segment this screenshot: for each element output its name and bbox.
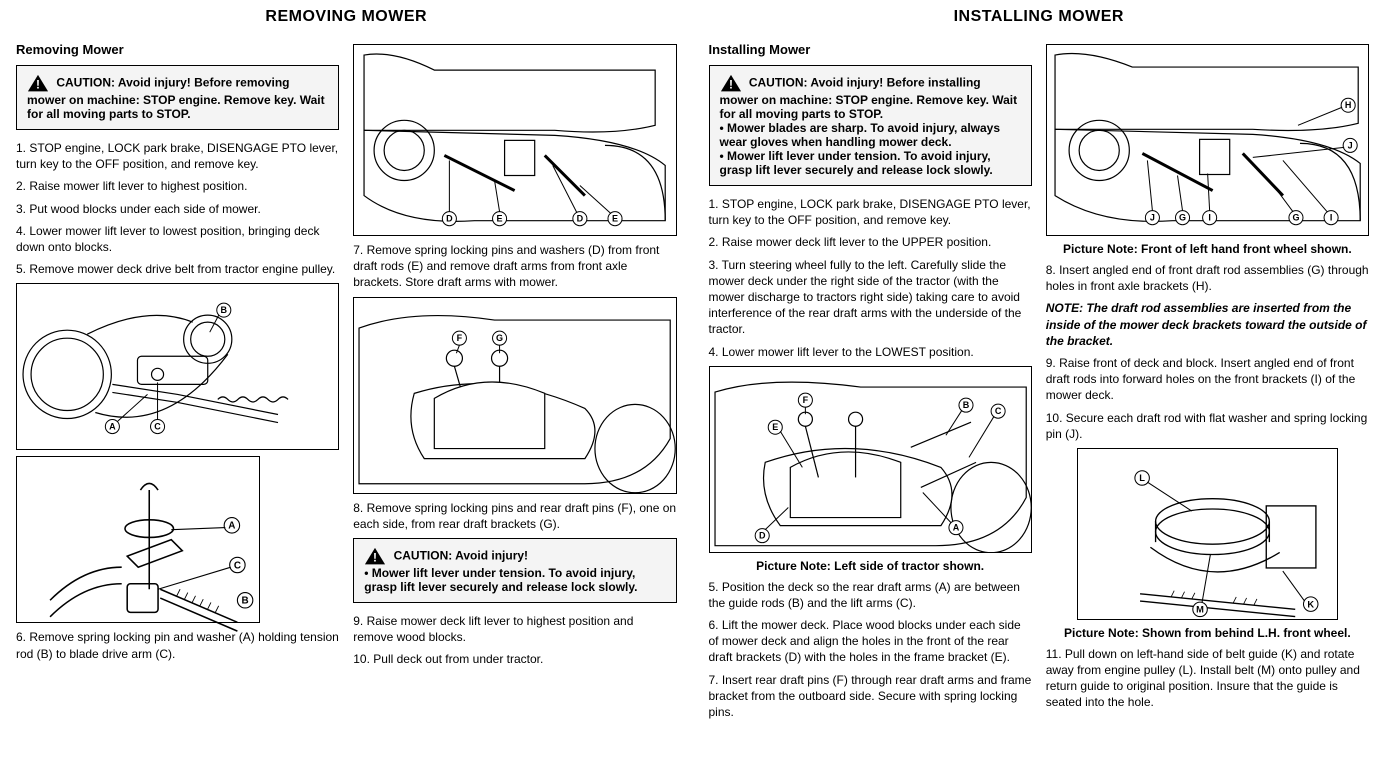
caution-text: ! CAUTION: Avoid injury! <box>364 547 665 566</box>
page-title-installing: INSTALLING MOWER <box>709 8 1370 26</box>
caution-bullet: Mower blades are sharp. To avoid injury,… <box>720 121 1021 149</box>
page-removing: REMOVING MOWER Removing Mower ! CAUTION:… <box>0 0 693 742</box>
caution-box-2: ! CAUTION: Avoid injury! Mower lift leve… <box>353 538 676 603</box>
svg-text:B: B <box>242 596 249 607</box>
step: 11. Pull down on left-hand side of belt … <box>1046 646 1369 711</box>
svg-text:D: D <box>577 214 584 224</box>
note: NOTE: The draft rod assemblies are inser… <box>1046 300 1369 349</box>
caution-lead: CAUTION: Avoid injury! <box>749 76 883 90</box>
figure-front-draft: D D E E <box>353 44 676 236</box>
caution-text: ! CAUTION: Avoid injury! Before removing… <box>27 74 328 121</box>
svg-text:J: J <box>1347 140 1352 150</box>
step: 2. Raise mower lift lever to highest pos… <box>16 178 339 194</box>
warning-triangle-icon: ! <box>364 547 386 566</box>
svg-text:A: A <box>952 522 959 532</box>
page-installing: INSTALLING MOWER Installing Mower ! CAUT… <box>693 0 1385 742</box>
step: 5. Position the deck so the rear draft a… <box>709 579 1032 611</box>
svg-text:I: I <box>1330 213 1333 223</box>
svg-text:J: J <box>1150 213 1155 223</box>
step: 3. Turn steering wheel fully to the left… <box>709 257 1032 338</box>
warning-triangle-icon: ! <box>27 74 49 93</box>
caution-text: ! CAUTION: Avoid injury! Before installi… <box>720 74 1021 121</box>
figure-pin-washer: A B C <box>16 456 260 623</box>
figure-belt-pulley: A B C <box>16 283 339 450</box>
columns: Installing Mower ! CAUTION: Avoid injury… <box>709 38 1370 726</box>
page-title-removing: REMOVING MOWER <box>16 8 677 26</box>
section-head-removing: Removing Mower <box>16 42 339 57</box>
caution-bullet: Mower lift lever under tension. To avoid… <box>364 566 665 594</box>
col-right: G G H I I J J Picture Note: Front of lef… <box>1046 38 1369 726</box>
svg-text:A: A <box>109 422 116 432</box>
svg-text:I: I <box>1208 213 1211 223</box>
svg-text:H: H <box>1345 100 1352 110</box>
step: 1. STOP engine, LOCK park brake, DISENGA… <box>16 140 339 172</box>
warning-triangle-icon: ! <box>720 74 742 93</box>
step: 8. Insert angled end of front draft rod … <box>1046 262 1369 294</box>
col-left: Installing Mower ! CAUTION: Avoid injury… <box>709 38 1032 726</box>
step: 10. Secure each draft rod with flat wash… <box>1046 410 1369 442</box>
step: 4. Lower mower lift lever to the LOWEST … <box>709 344 1032 360</box>
svg-text:E: E <box>497 214 503 224</box>
svg-text:B: B <box>962 400 969 410</box>
step: 8. Remove spring locking pins and rear d… <box>353 500 676 532</box>
section-head-installing: Installing Mower <box>709 42 1032 57</box>
col-right: D D E E 7. Remove spring locking pins an… <box>353 38 676 674</box>
step: 3. Put wood blocks under each side of mo… <box>16 201 339 217</box>
picture-note: Picture Note: Left side of tractor shown… <box>709 559 1032 573</box>
svg-text:K: K <box>1307 599 1314 609</box>
svg-text:D: D <box>446 214 453 224</box>
svg-text:M: M <box>1196 604 1204 614</box>
step: 7. Remove spring locking pins and washer… <box>353 242 676 291</box>
caution-box-1: ! CAUTION: Avoid injury! Before removing… <box>16 65 339 130</box>
step: 7. Insert rear draft pins (F) through re… <box>709 672 1032 721</box>
svg-text:F: F <box>802 395 808 405</box>
picture-note: Picture Note: Front of left hand front w… <box>1046 242 1369 256</box>
caution-lead: CAUTION: Avoid injury! <box>394 549 528 563</box>
caution-box-3: ! CAUTION: Avoid injury! Before installi… <box>709 65 1032 186</box>
svg-text:!: ! <box>36 78 40 92</box>
figure-rear-draft: F G <box>353 297 676 494</box>
step: 6. Lift the mower deck. Place wood block… <box>709 617 1032 666</box>
figure-install-underside: A B C D E F <box>709 366 1032 553</box>
figure-belt-guide: K L M <box>1077 448 1338 620</box>
svg-text:B: B <box>221 305 228 315</box>
svg-text:C: C <box>234 561 241 572</box>
svg-text:C: C <box>154 422 161 432</box>
svg-text:G: G <box>496 333 503 343</box>
caution-bullet: Mower lift lever under tension. To avoid… <box>720 149 1021 177</box>
svg-text:A: A <box>228 521 235 532</box>
step: 4. Lower mower lift lever to lowest posi… <box>16 223 339 255</box>
svg-text:G: G <box>1292 213 1299 223</box>
step: 5. Remove mower deck drive belt from tra… <box>16 261 339 277</box>
figure-front-wheel: G G H I I J J <box>1046 44 1369 236</box>
col-left: Removing Mower ! CAUTION: Avoid injury! … <box>16 38 339 674</box>
svg-text:L: L <box>1139 473 1145 483</box>
svg-text:C: C <box>994 406 1001 416</box>
svg-text:!: ! <box>729 78 733 92</box>
caution-lead: CAUTION: Avoid injury! <box>56 76 190 90</box>
step: 9. Raise mower deck lift lever to highes… <box>353 613 676 645</box>
step: 1. STOP engine, LOCK park brake, DISENGA… <box>709 196 1032 228</box>
svg-text:D: D <box>758 530 765 540</box>
step: 9. Raise front of deck and block. Insert… <box>1046 355 1369 404</box>
svg-text:!: ! <box>373 551 377 565</box>
step: 10. Pull deck out from under tractor. <box>353 651 676 667</box>
svg-text:E: E <box>612 214 618 224</box>
svg-text:F: F <box>457 333 463 343</box>
columns: Removing Mower ! CAUTION: Avoid injury! … <box>16 38 677 674</box>
svg-text:E: E <box>772 422 778 432</box>
svg-text:G: G <box>1179 213 1186 223</box>
step: 2. Raise mower deck lift lever to the UP… <box>709 234 1032 250</box>
picture-note: Picture Note: Shown from behind L.H. fro… <box>1046 626 1369 640</box>
